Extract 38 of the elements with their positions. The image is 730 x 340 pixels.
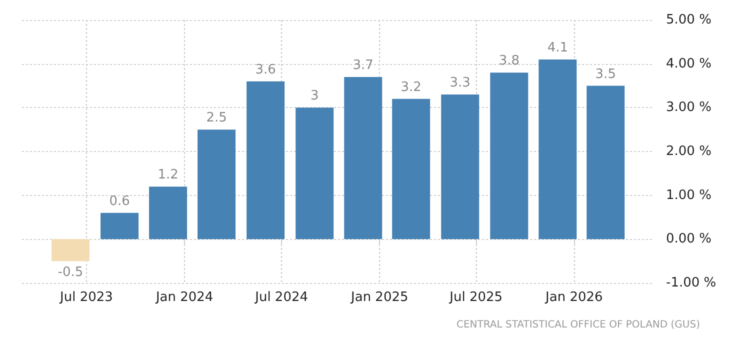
bar [344, 76, 382, 240]
bar [490, 72, 528, 240]
text: CENTRAL STATISTICAL OFFICE OF POLAND (GUS) [456, 320, 700, 330]
x-tick-label: Jan 2026 [544, 290, 603, 305]
bar [296, 108, 334, 240]
data-label: 3.5 [595, 66, 616, 82]
bar [392, 98, 430, 240]
data-label: 2.5 [206, 110, 227, 126]
data-label: 3.3 [450, 76, 470, 91]
y-tick-label: 0.00 % [666, 232, 712, 247]
y-tick-label: 5.00 % [666, 12, 712, 28]
y-tick-label: 4.00 % [666, 56, 712, 72]
data-label: 4.1 [547, 40, 568, 56]
x-tick-label: Jul 2025 [448, 290, 503, 305]
x-tick-label: Jan 2025 [350, 290, 408, 305]
data-label: 3.6 [255, 62, 276, 78]
bar [246, 81, 285, 240]
y-tick-label: 3.00 % [666, 100, 712, 116]
data-label: 3.2 [400, 80, 422, 95]
bar [100, 212, 139, 240]
bar [586, 86, 625, 240]
data-label: 1.2 [158, 168, 178, 183]
bar [441, 94, 480, 240]
bar [198, 130, 236, 240]
data-label: 3.8 [498, 54, 520, 69]
data-label: 3.7 [352, 58, 374, 73]
x-tick-label: Jul 2023 [59, 290, 113, 305]
y-tick-label: 1.00 % [666, 188, 712, 203]
x-tick-label: Jan 2024 [154, 290, 214, 305]
bar [52, 239, 90, 262]
data-label: -0.5 [58, 265, 84, 280]
x-tick-label: Jul 2024 [254, 290, 308, 305]
data-label: 3 [310, 88, 319, 104]
bar [149, 186, 188, 240]
bar [538, 59, 577, 240]
y-tick-label: -1.00 % [666, 276, 716, 290]
data-label: 0.6 [109, 194, 130, 209]
y-tick-label: 2.00 % [666, 144, 712, 159]
